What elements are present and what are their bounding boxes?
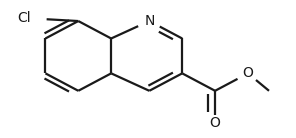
Text: O: O — [242, 66, 253, 80]
Text: O: O — [210, 116, 221, 130]
Text: Cl: Cl — [17, 11, 31, 25]
Text: N: N — [144, 14, 155, 28]
